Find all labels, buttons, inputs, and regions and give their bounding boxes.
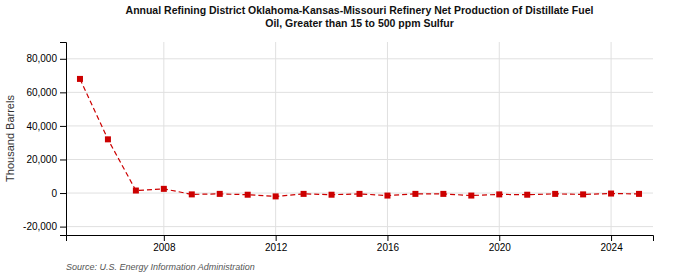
marker <box>105 136 111 142</box>
plot-area: 2008 2012 2016 2020 2024 -20,000 0 20,000 40,000… <box>23 42 653 253</box>
tick: 2008 <box>153 235 176 253</box>
source: Source: U.S. Energy Information Administ… <box>66 262 255 272</box>
tick-label: -20,000 <box>23 221 57 232</box>
tick-mark <box>60 59 66 60</box>
tick-mark <box>60 92 66 93</box>
line <box>80 79 639 196</box>
tick-mark <box>276 235 277 241</box>
marker <box>161 186 167 192</box>
tick: 2012 <box>265 235 288 253</box>
marker <box>552 191 558 197</box>
tick-mark <box>164 235 165 241</box>
tick-label: 2008 <box>153 242 176 253</box>
marker <box>496 191 502 197</box>
tick-mark <box>499 235 500 241</box>
grid-line <box>611 42 612 235</box>
series <box>77 76 642 199</box>
marker <box>301 191 307 197</box>
grid-line <box>163 42 164 235</box>
grid-line <box>66 125 653 126</box>
marker <box>217 191 223 197</box>
tick: 60,000 <box>26 87 66 98</box>
tick-mark <box>60 193 66 194</box>
tick-label: 2012 <box>265 242 288 253</box>
tick-label: 80,000 <box>26 53 57 64</box>
tick-label: 2016 <box>377 242 400 253</box>
marker <box>77 76 83 82</box>
title: Annual Refining District Oklahoma-Kansas… <box>126 4 594 29</box>
tick-label: 60,000 <box>26 87 57 98</box>
marker <box>133 188 139 194</box>
grid-line <box>66 159 653 160</box>
marker <box>273 193 279 199</box>
tick-mark <box>60 159 66 160</box>
x-axis: 2008 2012 2016 2020 2024 <box>67 235 654 253</box>
tick-mark <box>387 235 388 241</box>
grid-line <box>275 42 276 235</box>
marker <box>329 192 335 198</box>
tick: 80,000 <box>26 53 66 64</box>
tick-mark <box>611 235 612 241</box>
tick: 2020 <box>489 235 512 253</box>
tick-label: 2024 <box>600 242 623 253</box>
tick: 0 <box>51 188 66 199</box>
axis-line <box>60 43 67 236</box>
marker <box>384 193 390 199</box>
marker <box>608 191 614 197</box>
grid-line <box>66 58 653 59</box>
tick: 20,000 <box>26 154 66 165</box>
marker <box>245 192 251 198</box>
tick-label: 2020 <box>489 242 512 253</box>
tick-mark <box>60 126 66 127</box>
marker <box>524 192 530 198</box>
marker <box>440 191 446 197</box>
marker <box>357 191 363 197</box>
tick: 2016 <box>377 235 400 253</box>
tick: 2024 <box>600 235 623 253</box>
tick-label: 0 <box>51 188 57 199</box>
grid-line <box>66 92 653 93</box>
y-axis: -20,000 0 20,000 40,000 60,000 80,000 <box>23 43 66 236</box>
marker <box>580 191 586 197</box>
grid-line <box>387 42 388 235</box>
marker <box>412 191 418 197</box>
tick-label: 40,000 <box>26 121 57 132</box>
grid-line <box>66 226 653 227</box>
tick: -20,000 <box>23 221 66 232</box>
tick-mark <box>60 227 66 228</box>
marker <box>189 191 195 197</box>
chart: 2008 2012 2016 2020 2024 -20,000 0 20,000 40,000… <box>0 0 675 275</box>
axis-title: Thousand Barrels <box>4 95 16 182</box>
grid <box>66 42 653 235</box>
marker <box>636 191 642 197</box>
grid-line <box>499 42 500 235</box>
marker <box>468 193 474 199</box>
tick: 40,000 <box>26 121 66 132</box>
axis-line <box>67 236 654 242</box>
tick-label: 20,000 <box>26 154 57 165</box>
